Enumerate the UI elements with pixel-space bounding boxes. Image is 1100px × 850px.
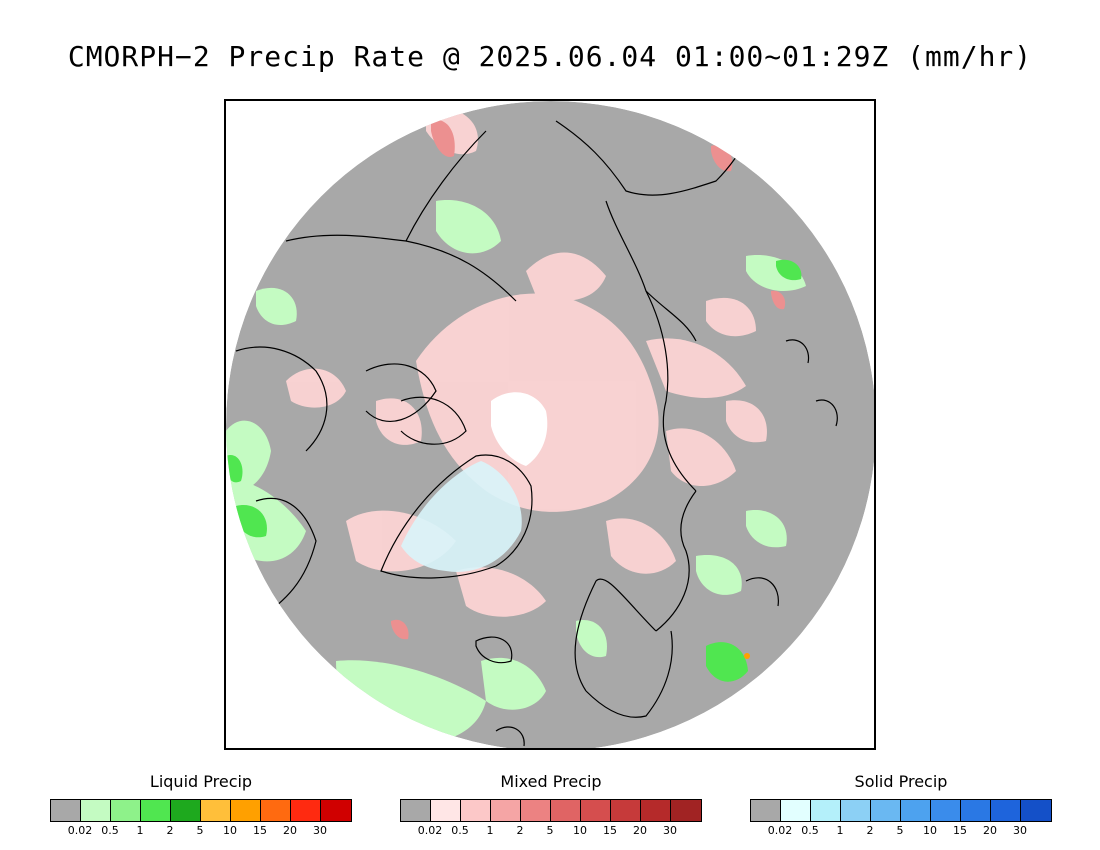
- heavy-rain-cell: [744, 653, 750, 659]
- legend-tick-label: 30: [313, 824, 327, 837]
- legend-swatch: [321, 800, 351, 821]
- legend-tick-label: 0.5: [451, 824, 469, 837]
- legend-swatch: [261, 800, 291, 821]
- legend-tick-label: 2: [166, 824, 174, 837]
- legend-title: Liquid Precip: [149, 772, 253, 791]
- legend-title: Solid Precip: [854, 772, 948, 791]
- legend-tick-label: 5: [896, 824, 904, 837]
- legend-swatch: [111, 800, 141, 821]
- legend-title: Mixed Precip: [500, 772, 602, 791]
- pole-white-area: [491, 392, 548, 466]
- legend-tick-label: 1: [136, 824, 144, 837]
- map-frame: [224, 99, 876, 750]
- legend-swatch: [521, 800, 551, 821]
- legend-swatch: [201, 800, 231, 821]
- legend-swatches: [50, 799, 352, 822]
- legend-tick-label: 0.5: [801, 824, 819, 837]
- legend-tick-label: 0.5: [101, 824, 119, 837]
- legend-swatch: [461, 800, 491, 821]
- legend-swatch: [901, 800, 931, 821]
- legend-swatch: [401, 800, 431, 821]
- legend-tick-label: 10: [573, 824, 587, 837]
- legend-tick-label: 15: [253, 824, 267, 837]
- legend-tick-label: 1: [486, 824, 494, 837]
- legend-tick-label: 5: [196, 824, 204, 837]
- legend-swatch: [871, 800, 901, 821]
- legend-tick-label: 20: [983, 824, 997, 837]
- legend-tick-label: 10: [223, 824, 237, 837]
- legend-swatch: [231, 800, 261, 821]
- legend-swatch: [551, 800, 581, 821]
- legend-swatch: [291, 800, 321, 821]
- legend-ticks: 0.02 0.5 1 2 5 10 15 20 30: [750, 822, 1050, 837]
- legend-tick-label: 20: [283, 824, 297, 837]
- legend-swatch: [491, 800, 521, 821]
- legend-tick-label: 1: [836, 824, 844, 837]
- legend-swatches: [750, 799, 1052, 822]
- legend-swatch: [931, 800, 961, 821]
- legend-swatch: [611, 800, 641, 821]
- legend-swatch: [811, 800, 841, 821]
- legend-tick-label: 5: [546, 824, 554, 837]
- legend-swatch: [841, 800, 871, 821]
- coastlines: [235, 120, 838, 747]
- polar-precip-map: [226, 101, 874, 748]
- legend-swatch: [581, 800, 611, 821]
- legend-swatches: [400, 799, 702, 822]
- legend-tick-label: 2: [516, 824, 524, 837]
- page-title: CMORPH−2 Precip Rate @ 2025.06.04 01:00~…: [67, 40, 1033, 73]
- mixed-precip-areas: [286, 108, 767, 617]
- legend-tick-label: 15: [603, 824, 617, 837]
- legend-solid-precip: Solid Precip 0.02 0.5 1 2 5 10 15 20 30: [750, 772, 1052, 837]
- legend-ticks: 0.02 0.5 1 2 5 10 15 20 30: [50, 822, 350, 837]
- greenland-solid-precip: [401, 461, 522, 572]
- legend-swatch: [171, 800, 201, 821]
- legend-swatch: [51, 800, 81, 821]
- legend-mixed-precip: Mixed Precip 0.02 0.5 1 2 5 10 15 20 30: [400, 772, 702, 837]
- legend-swatch: [961, 800, 991, 821]
- legend-liquid-precip: Liquid Precip 0.02 0.5 1 2 5 10 15 20 30: [50, 772, 352, 837]
- legend-swatch: [751, 800, 781, 821]
- legend-swatch: [671, 800, 701, 821]
- legend-swatch: [1021, 800, 1051, 821]
- legend-swatch: [81, 800, 111, 821]
- legend-ticks: 0.02 0.5 1 2 5 10 15 20 30: [400, 822, 700, 837]
- legend-tick-label: 0.02: [67, 824, 93, 837]
- legend-tick-label: 15: [953, 824, 967, 837]
- legend-swatch: [641, 800, 671, 821]
- legend-tick-label: 20: [633, 824, 647, 837]
- legend-swatch: [431, 800, 461, 821]
- legend-tick-label: 30: [663, 824, 677, 837]
- legend-tick-label: 10: [923, 824, 937, 837]
- legend-tick-label: 0.02: [417, 824, 443, 837]
- legend-swatch: [781, 800, 811, 821]
- liquid-precip-moderate: [226, 259, 802, 682]
- legend-swatch: [141, 800, 171, 821]
- legend-tick-label: 2: [866, 824, 874, 837]
- legend-swatch: [991, 800, 1021, 821]
- legend-tick-label: 30: [1013, 824, 1027, 837]
- legend-tick-label: 0.02: [767, 824, 793, 837]
